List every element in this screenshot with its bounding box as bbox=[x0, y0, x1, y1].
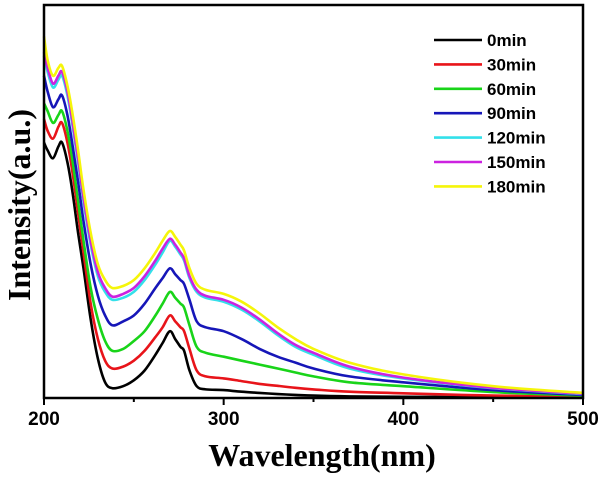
series-line-90min bbox=[42, 75, 584, 397]
x-axis-ticks: 200 300 400 500 bbox=[28, 398, 599, 430]
series-line-60min bbox=[42, 102, 584, 397]
series-line-0min bbox=[42, 140, 584, 399]
y-axis-title: Intensity(a.u.) bbox=[1, 109, 37, 301]
x-tick-label: 300 bbox=[208, 409, 240, 430]
legend-label-90min: 90min bbox=[487, 104, 536, 123]
legend-label-0min: 0min bbox=[487, 31, 527, 50]
series-line-30min bbox=[42, 118, 584, 399]
x-axis-title: Wavelength(nm) bbox=[208, 437, 436, 473]
x-tick-label: 500 bbox=[567, 409, 599, 430]
series-line-180min bbox=[42, 36, 584, 395]
legend-label-120min: 120min bbox=[487, 129, 546, 148]
x-tick-label: 200 bbox=[28, 409, 60, 430]
x-tick-label: 400 bbox=[387, 409, 419, 430]
legend-label-150min: 150min bbox=[487, 153, 546, 172]
series-lines bbox=[42, 36, 584, 399]
legend-label-180min: 180min bbox=[487, 177, 546, 196]
legend-label-30min: 30min bbox=[487, 55, 536, 74]
legend-label-60min: 60min bbox=[487, 80, 536, 99]
legend: 0min 30min 60min 90min 120min 150min 180min bbox=[434, 31, 546, 196]
